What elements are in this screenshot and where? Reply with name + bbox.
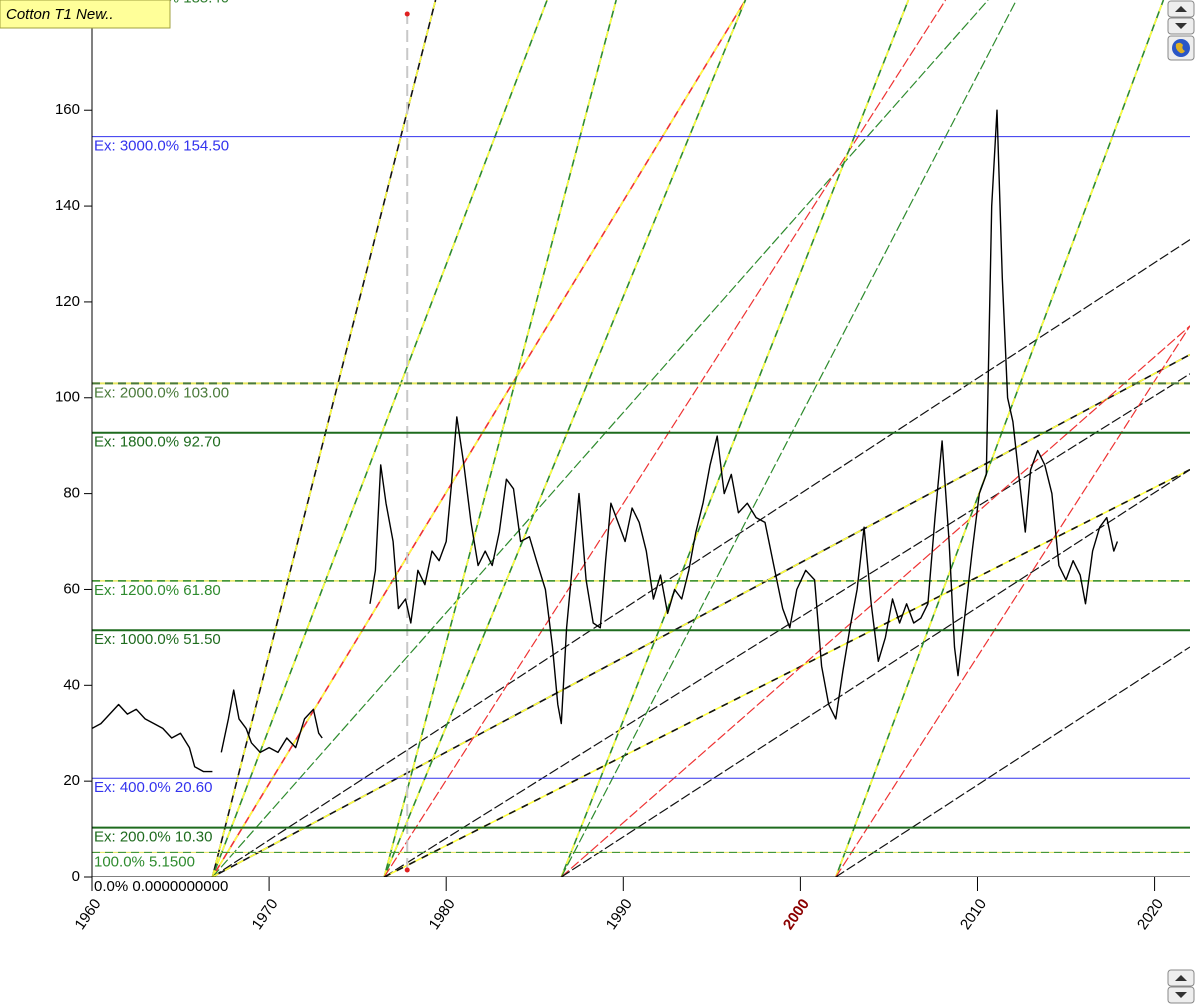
level-label: Ex: 3000.0% 154.50	[94, 138, 229, 155]
plot-area	[92, 0, 1190, 877]
scroll-control[interactable]	[1167, 0, 1195, 35]
level-label: Ex: 2000.0% 103.00	[94, 384, 229, 401]
trend-line-dash	[383, 0, 617, 877]
y-tick-label: 80	[63, 485, 80, 502]
level-label: 0.0% 0.0000000000	[94, 878, 228, 895]
y-tick-label: 40	[63, 676, 80, 693]
y-tick-label: 140	[55, 197, 80, 214]
crosshair-end	[404, 11, 410, 17]
level-label: Ex: 1000.0% 51.50	[94, 631, 221, 648]
trend-line-dash	[383, 0, 747, 877]
trend-line-dash	[211, 0, 548, 877]
y-tick-label: 160	[55, 101, 80, 118]
y-tick-label: 100	[55, 389, 80, 406]
y-tick-label: 0	[72, 868, 80, 885]
trend-line	[211, 0, 989, 877]
arrow-icon	[1175, 992, 1187, 998]
trend-line	[383, 373, 1190, 877]
trend-line-dash	[211, 0, 437, 877]
trend-line	[560, 0, 1017, 877]
trend-line	[560, 469, 1190, 877]
crosshair-end	[404, 867, 410, 873]
level-label: Ex: 400.0% 20.60	[94, 779, 212, 796]
chart-title: Cotton T1 New..	[6, 6, 114, 23]
arrow-icon	[1175, 6, 1187, 12]
trend-line	[560, 325, 1190, 877]
level-label: Ex: 200.0% 10.30	[94, 829, 212, 846]
y-tick-label: 20	[63, 772, 80, 789]
title-box	[0, 0, 171, 29]
arrow-icon	[1175, 975, 1187, 981]
level-label: Ex: 1800.0% 92.70	[94, 434, 221, 451]
globe-land	[1175, 42, 1185, 54]
trend-line-dash	[383, 468, 1190, 877]
trend-line	[835, 325, 1190, 877]
level-label: 100.0% 5.1500	[94, 853, 195, 870]
trend-line-dash	[560, 0, 910, 877]
trend-line	[383, 0, 947, 877]
y-tick-label: 60	[63, 580, 80, 597]
zoom-control[interactable]	[1167, 969, 1195, 1004]
trend-line-dash	[212, 353, 1190, 877]
price-line	[92, 109, 1119, 773]
trend-line	[835, 646, 1190, 877]
arrow-icon	[1175, 23, 1187, 29]
y-tick-label: 120	[55, 293, 80, 310]
globe-button[interactable]	[1167, 35, 1195, 61]
trend-line-dash	[835, 0, 1165, 877]
level-label: Ex: 1200.0% 61.80	[94, 582, 221, 599]
